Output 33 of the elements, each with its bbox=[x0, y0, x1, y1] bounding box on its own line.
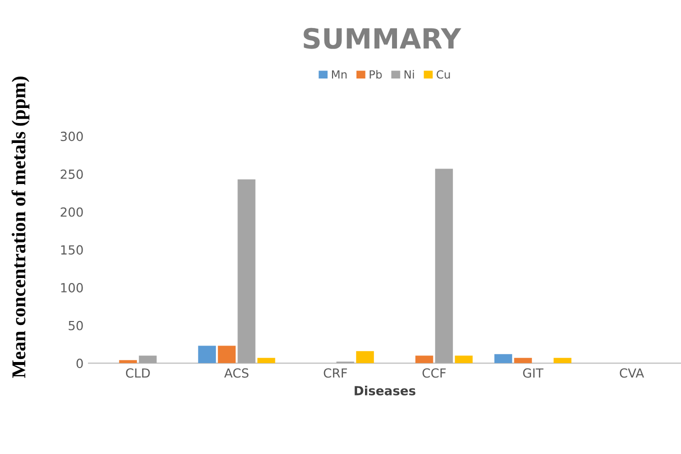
bar bbox=[138, 356, 157, 364]
bar bbox=[356, 351, 374, 364]
bar bbox=[514, 358, 532, 364]
bar bbox=[454, 356, 473, 364]
y-tick-label: 100 bbox=[61, 283, 83, 292]
y-tick-label: 150 bbox=[61, 245, 83, 255]
y-tick-label: 0 bbox=[76, 358, 83, 368]
bar bbox=[218, 346, 236, 364]
bar bbox=[257, 358, 276, 364]
y-axis-title: Mean concentration of metals (ppm) bbox=[12, 76, 30, 378]
bar bbox=[435, 168, 453, 364]
x-tick-label: ACS bbox=[224, 368, 248, 378]
x-tick-label: GIT bbox=[523, 368, 544, 378]
chart-title: SUMMARY bbox=[304, 28, 462, 49]
legend-label: Mn bbox=[332, 70, 347, 78]
y-tick-label: 250 bbox=[60, 170, 83, 179]
bar bbox=[494, 354, 512, 364]
x-tick-label: CVA bbox=[620, 368, 644, 378]
bar bbox=[119, 360, 137, 364]
x-tick-label: CRF bbox=[324, 368, 347, 378]
y-tick-label: 50 bbox=[68, 320, 83, 330]
legend-label: Ni bbox=[404, 70, 414, 78]
bar bbox=[238, 179, 256, 364]
x-tick-label: CCF bbox=[422, 368, 446, 378]
legend-label: Cu bbox=[436, 70, 450, 79]
x-axis-title: Diseases bbox=[354, 386, 416, 396]
x-tick-label: CLD bbox=[126, 368, 150, 378]
bar bbox=[554, 358, 572, 364]
legend-label: Pb bbox=[370, 70, 382, 79]
y-tick-label: 300 bbox=[60, 132, 83, 142]
bar bbox=[415, 356, 434, 364]
y-tick-label: 200 bbox=[60, 207, 83, 217]
bar bbox=[198, 346, 216, 364]
